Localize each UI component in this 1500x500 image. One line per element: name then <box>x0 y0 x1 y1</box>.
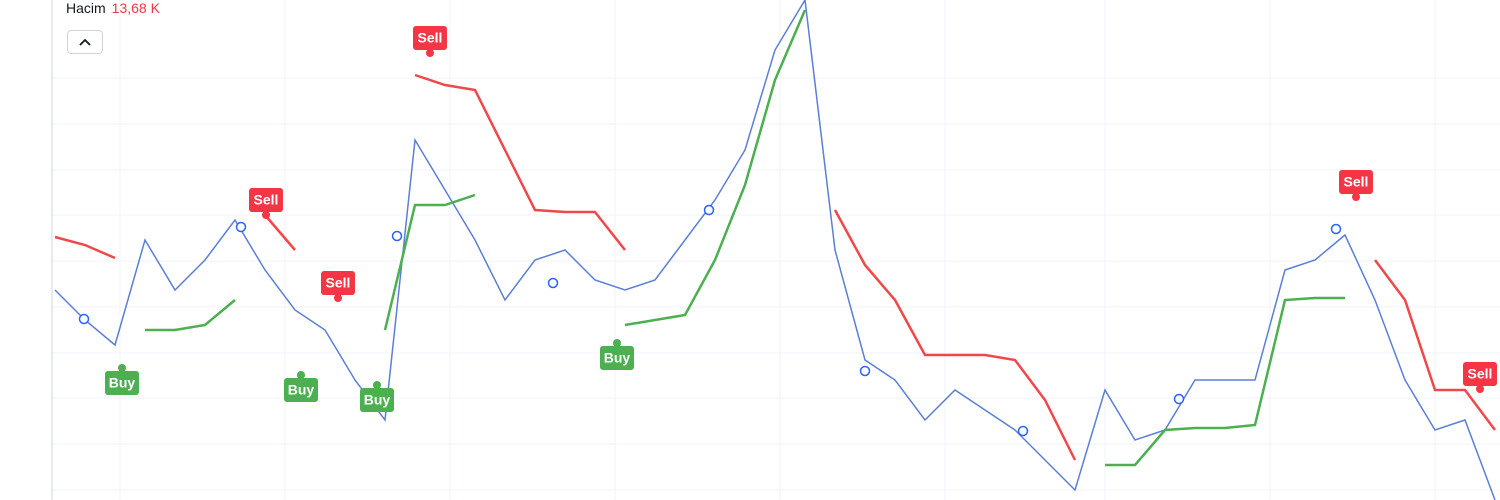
cross-marker <box>859 365 871 377</box>
signal-badge: Buy <box>360 381 394 412</box>
signal-label: Sell <box>326 275 351 291</box>
signal-dot <box>373 381 381 389</box>
cross-marker <box>547 277 559 289</box>
signal-dot <box>426 49 434 57</box>
cross-marker <box>1330 223 1342 235</box>
volume-legend: Hacim 13,68 K <box>66 0 160 16</box>
signal-label: Buy <box>604 350 631 366</box>
signal-dot <box>262 211 270 219</box>
price-line <box>54 0 1496 500</box>
trend-line <box>145 9 1345 467</box>
signal-box <box>1339 170 1373 194</box>
signal-dot <box>1476 385 1484 393</box>
signal-dot <box>613 339 621 347</box>
signal-dot <box>118 364 126 372</box>
trend-line <box>54 73 1496 461</box>
cross-marker <box>1173 393 1185 405</box>
signal-badge: Sell <box>1339 170 1373 201</box>
signal-badge: Sell <box>249 188 283 219</box>
signal-label: Sell <box>418 30 443 46</box>
signal-badge: Buy <box>600 339 634 370</box>
signal-box <box>413 26 447 50</box>
signal-label: Buy <box>109 375 136 391</box>
signal-box <box>360 388 394 412</box>
legend-label: Hacim <box>66 0 106 16</box>
signal-badge: Buy <box>284 371 318 402</box>
cross-marker <box>391 230 403 242</box>
signal-box <box>321 271 355 295</box>
signal-box <box>600 346 634 370</box>
signal-label: Sell <box>1344 174 1369 190</box>
signal-box <box>249 188 283 212</box>
cross-marker <box>703 204 715 216</box>
signal-badge: Buy <box>105 364 139 395</box>
signal-dot <box>297 371 305 379</box>
signal-badge: Sell <box>413 26 447 57</box>
signal-box <box>1463 362 1497 386</box>
signal-box <box>105 371 139 395</box>
signal-label: Buy <box>364 392 391 408</box>
chevron-icon <box>79 38 91 46</box>
signal-label: Sell <box>254 192 279 208</box>
signal-box <box>284 378 318 402</box>
signal-badge: Sell <box>1463 362 1497 393</box>
collapse-button[interactable] <box>67 30 103 54</box>
signal-dot <box>334 294 342 302</box>
cross-marker <box>78 313 90 325</box>
cross-marker <box>1017 425 1029 437</box>
legend-value: 13,68 K <box>111 0 160 16</box>
signal-dot <box>1352 193 1360 201</box>
signal-badge: Sell <box>321 271 355 302</box>
signal-label: Buy <box>288 382 315 398</box>
signal-label: Sell <box>1468 366 1493 382</box>
cross-marker <box>235 221 247 233</box>
